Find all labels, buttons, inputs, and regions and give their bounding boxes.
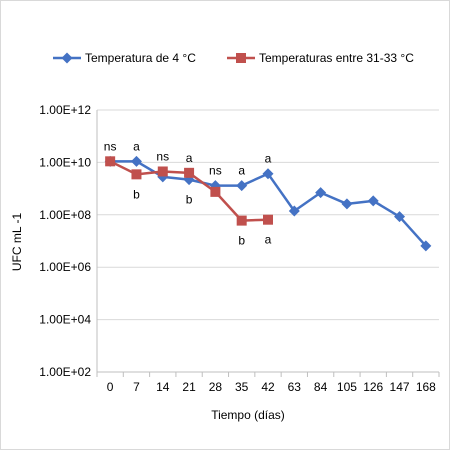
x-tick-label: 0 — [107, 380, 114, 394]
data-point-series-1 — [262, 168, 274, 180]
data-point-series-2 — [157, 166, 168, 177]
x-tick-label: 35 — [235, 380, 249, 394]
legend: Temperatura de 4 °C Temperaturas entre 31… — [53, 51, 414, 65]
legend-marker-2 — [236, 53, 246, 63]
significance-label: a — [265, 233, 272, 247]
data-point-series-1 — [130, 155, 142, 167]
data-point-series-1 — [341, 198, 353, 210]
x-tick-label: 168 — [416, 380, 436, 394]
legend-marker-1 — [61, 52, 73, 64]
x-tick-label: 7 — [133, 380, 140, 394]
x-tick-label: 21 — [182, 380, 196, 394]
data-point-series-2 — [184, 167, 195, 178]
y-tick-label: 1.00E+02 — [39, 365, 91, 379]
significance-label: ns — [209, 164, 222, 178]
series-layer — [104, 155, 432, 252]
data-point-series-2 — [210, 186, 221, 197]
y-tick-label: 1.00E+10 — [39, 155, 91, 169]
significance-label: a — [238, 164, 245, 178]
x-tick-label: 105 — [337, 380, 357, 394]
y-tick-label: 1.00E+06 — [39, 260, 91, 274]
y-axis-title: UFC mL -1 — [10, 213, 24, 272]
data-point-series-1 — [288, 205, 300, 217]
data-point-series-2 — [263, 214, 273, 225]
data-point-series-1 — [420, 240, 432, 252]
data-point-series-2 — [131, 169, 142, 180]
data-point-series-2 — [105, 156, 116, 167]
x-tick-label: 14 — [156, 380, 170, 394]
y-tick-label: 1.00E+04 — [39, 313, 91, 327]
significance-label: a — [186, 151, 193, 165]
data-point-series-1 — [394, 211, 406, 223]
significance-label: b — [238, 234, 245, 248]
x-tick-label: 147 — [390, 380, 410, 394]
x-tick-label: 28 — [209, 380, 223, 394]
significance-label: a — [265, 152, 272, 166]
data-point-series-1 — [315, 187, 327, 199]
significance-label: a — [133, 139, 140, 153]
x-tick-label: 63 — [288, 380, 302, 394]
axes: 1.00E+02 1.00E+04 1.00E+06 1.00E+08 1.00E+10… — [39, 103, 440, 394]
data-point-series-1 — [236, 180, 248, 192]
y-tick-label: 1.00E+12 — [39, 103, 91, 117]
x-axis-title: Tiempo (días) — [211, 408, 285, 422]
x-tick-label: 84 — [314, 380, 328, 394]
legend-label-1: Temperatura de 4 °C — [85, 51, 196, 65]
annotation-layer: ns a b ns a b ns a b a a — [104, 139, 272, 247]
significance-label: b — [186, 193, 193, 207]
data-point-series-2 — [236, 215, 247, 226]
legend-label-2: Temperaturas entre 31-33 °C — [259, 51, 414, 65]
data-point-series-1 — [367, 195, 379, 207]
significance-label: ns — [104, 139, 117, 153]
x-tick-label: 42 — [261, 380, 275, 394]
significance-label: b — [133, 187, 140, 201]
x-tick-label: 126 — [363, 380, 383, 394]
y-tick-label: 1.00E+08 — [39, 208, 91, 222]
significance-label: ns — [156, 149, 169, 163]
